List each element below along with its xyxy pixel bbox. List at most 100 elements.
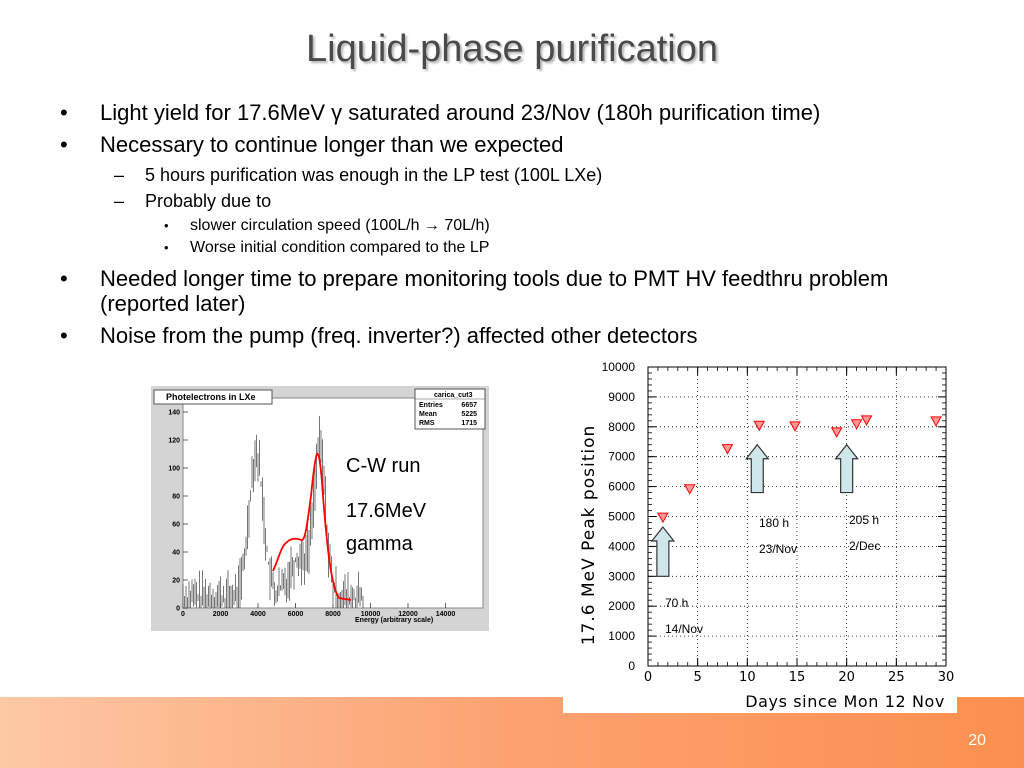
sub-bullet-text: Probably due to: [145, 191, 272, 211]
chart-ytick-label: 4000: [608, 539, 635, 553]
bullet-text: Light yield for 17.6MeV γ saturated arou…: [100, 100, 821, 125]
peak-position-chart: 17.6 MeV Peak position Days since Mon 12…: [579, 360, 955, 711]
bullet-marker: •: [60, 100, 68, 125]
chart-ytick-label: 0: [628, 659, 635, 673]
annotation-hours: 205 h: [849, 513, 879, 527]
histogram-fit-curve: [272, 453, 352, 601]
data-point: [753, 420, 766, 432]
data-point: [850, 419, 863, 430]
sub-bullet-item: – Probably due to: [60, 190, 980, 212]
data-point: [860, 415, 873, 426]
sub-sub-bullet-item: • Worse initial condition compared to the…: [60, 238, 980, 258]
chart-xtick-label: 15: [789, 670, 806, 685]
sub-bullet-text: 5 hours purification was enough in the L…: [145, 165, 603, 185]
histogram-ytick: 140: [168, 410, 180, 417]
energy-label: 17.6MeV: [346, 500, 427, 522]
histogram-xtick: 10000: [361, 611, 381, 618]
histogram-figure: Photelectrons in LXe carica_cut3 Entries…: [151, 386, 489, 631]
histogram-ytick: 120: [168, 438, 180, 445]
chart-ytick-label: 1000: [608, 629, 635, 643]
data-point: [930, 416, 942, 427]
sub-sub-bullet-item: • slower circulation speed (100L/h → 70L/…: [60, 216, 980, 236]
histogram-ytick: 20: [172, 578, 180, 585]
histogram-ytick: 0: [176, 606, 180, 613]
run-label: C-W run: [346, 455, 421, 477]
annotation-date: 23/Nov: [759, 542, 797, 556]
chart-xtick-label: 10: [739, 670, 756, 685]
page-number: 20: [968, 732, 986, 749]
bullet-marker: •: [60, 323, 68, 348]
histogram-xtick: 4000: [250, 611, 266, 618]
annotation-date: 14/Nov: [665, 622, 703, 636]
histogram-xtick: 2000: [213, 611, 229, 618]
up-arrow-icon: [745, 443, 770, 494]
histogram-xtick: 14000: [436, 611, 456, 618]
chart-xtick-label: 20: [838, 670, 855, 685]
chart-ylabel: 17.6 MeV Peak position: [579, 425, 599, 646]
chart-ytick-label: 5000: [608, 510, 635, 524]
histogram-ytick: 60: [172, 522, 180, 529]
bullet-item: • Needed longer time to prepare monitorin…: [60, 266, 980, 316]
histogram-ytick: 100: [168, 466, 180, 473]
chart-panel: [563, 355, 957, 713]
slide-title: Liquid-phase purification: [306, 28, 718, 70]
chart-ticks: 0100020003000400050006000700080009000100…: [602, 360, 955, 685]
chart-ytick-label: 7000: [608, 450, 635, 464]
chart-xtick-label: 30: [938, 670, 955, 685]
chart-ytick-label: 10000: [602, 360, 636, 374]
histogram-xtick: 0: [181, 611, 185, 618]
up-arrow-icon: [834, 443, 859, 494]
histogram-axes: 0 2000 4000 6000 8000 10000 12000 14000 0 20 40 60 8…: [168, 410, 455, 619]
annotation-hours: 70 h: [665, 596, 688, 610]
chart-ytick-label: 3000: [608, 569, 635, 583]
bullet-marker: •: [164, 218, 169, 233]
data-point: [830, 427, 843, 438]
annotation-date: 2/Dec: [849, 539, 880, 553]
up-arrow-icon: [650, 525, 676, 577]
bullet-item: • Necessary to continue longer than we ex…: [60, 132, 980, 157]
bullet-marker: •: [164, 240, 169, 255]
histogram-xtick: 12000: [398, 611, 418, 618]
bullet-item: • Light yield for 17.6MeV γ saturated aro…: [60, 100, 980, 125]
bullet-text: Necessary to continue longer than we exp…: [100, 132, 564, 157]
stats-value: 5225: [461, 411, 477, 418]
bullet-text: Noise from the pump (freq. inverter?) af…: [100, 323, 698, 348]
chart-annotations: 70 h 14/Nov 180 h 23/Nov 205 h 2/Dec: [665, 513, 880, 636]
particle-label: gamma: [346, 533, 413, 555]
chart-ytick-label: 2000: [608, 599, 635, 613]
sub-sub-bullet-text: slower circulation speed (100L/h → 70L/h…: [190, 217, 490, 234]
stats-label: Mean: [419, 411, 437, 418]
chart-xtick-label: 0: [644, 670, 652, 685]
stats-label: RMS: [419, 420, 435, 427]
stats-label: Entries: [419, 402, 443, 409]
chart-ytick-label: 6000: [608, 480, 635, 494]
data-point: [657, 512, 669, 524]
sub-sub-bullet-text: Worse initial condition compared to the …: [190, 239, 490, 256]
chart-xtick-label: 5: [694, 670, 702, 685]
histogram-ytick: 80: [172, 494, 180, 501]
chart-ytick-label: 8000: [608, 420, 635, 434]
stats-value: 6657: [461, 402, 477, 409]
histogram-data: [182, 416, 364, 608]
histogram-title: Photelectrons in LXe: [166, 392, 256, 402]
bullet-item: • Noise from the pump (freq. inverter?) a…: [60, 323, 980, 348]
bullet-text: Needed longer time to prepare monitoring…: [100, 266, 889, 316]
histogram-xlabel: Energy (arbitrary scale): [355, 617, 433, 624]
chart-points: [657, 415, 942, 524]
bullet-marker: •: [60, 266, 68, 291]
data-point: [789, 421, 801, 432]
histogram-xtick: 6000: [288, 611, 304, 618]
chart-xlabel: Days since Mon 12 Nov: [745, 692, 945, 711]
dash-marker: –: [114, 165, 125, 185]
chart-ytick-label: 9000: [608, 390, 635, 404]
stats-title: carica_cut3: [434, 392, 473, 399]
histogram-ytick: 40: [172, 550, 180, 557]
data-point: [721, 444, 734, 455]
bullet-list: • Light yield for 17.6MeV γ saturated aro…: [60, 100, 980, 355]
chart-xtick-label: 25: [888, 670, 905, 685]
data-point: [683, 484, 696, 495]
sub-bullet-item: –5 hours purification was enough in the …: [60, 164, 980, 186]
bullet-marker: •: [60, 132, 68, 157]
chart-arrows: [650, 443, 859, 577]
dash-marker: –: [114, 191, 125, 211]
